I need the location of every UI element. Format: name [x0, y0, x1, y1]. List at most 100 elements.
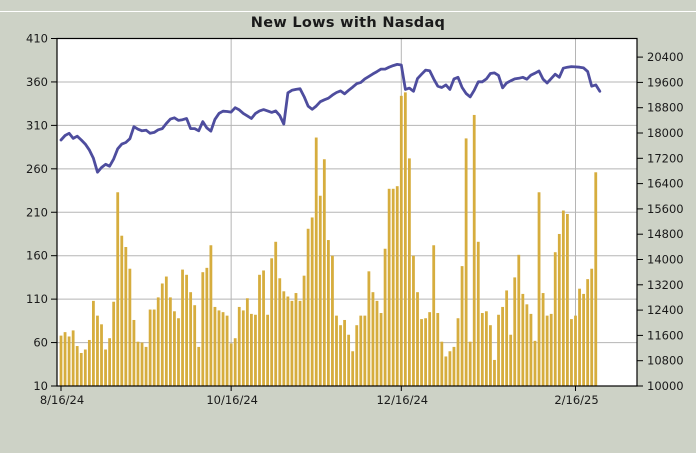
new-lows-bar — [557, 233, 561, 386]
new-lows-bar — [428, 312, 432, 386]
new-lows-bar — [124, 247, 128, 386]
new-lows-bar — [144, 346, 148, 386]
nasdaq-line-path — [59, 63, 602, 174]
new-lows-bar — [420, 319, 423, 386]
new-lows-bar — [436, 313, 440, 386]
new-lows-bar — [493, 359, 496, 386]
new-lows-bar — [379, 313, 383, 386]
new-lows-bar — [173, 311, 176, 386]
new-lows-bar — [549, 313, 553, 386]
new-lows-bar — [582, 293, 586, 386]
new-lows-bar — [590, 268, 594, 386]
new-lows-bar — [136, 341, 140, 386]
right-axis-label: 20400 — [647, 50, 684, 64]
new-lows-bar — [335, 315, 338, 386]
new-lows-bar — [63, 332, 67, 386]
new-lows-bar — [472, 114, 476, 386]
new-lows-bar — [112, 301, 116, 386]
new-lows-bar — [383, 248, 387, 386]
new-lows-bar — [140, 342, 144, 386]
new-lows-bar — [594, 172, 598, 386]
new-lows-bar — [193, 305, 197, 386]
new-lows-bar — [310, 217, 314, 386]
new-lows-bar — [489, 325, 492, 386]
new-lows-bar — [570, 319, 573, 386]
new-lows-bar — [347, 334, 351, 386]
new-lows-bar — [189, 292, 193, 386]
left-axis-label: 60 — [33, 336, 48, 350]
new-lows-bar — [464, 138, 468, 386]
new-lows-bar — [375, 300, 379, 386]
new-lows-bar — [160, 283, 164, 386]
new-lows-bar — [533, 340, 537, 386]
new-lows-bar — [185, 274, 188, 386]
new-lows-bar — [355, 325, 359, 386]
new-lows-bar — [108, 338, 112, 386]
new-lows-bar — [468, 341, 472, 386]
right-axis-label: 17200 — [647, 151, 684, 165]
new-lows-bar — [452, 346, 456, 386]
new-lows-bar — [456, 318, 460, 386]
chart-title: New Lows with Nasdaq — [250, 15, 446, 31]
left-axis-label: 260 — [26, 162, 48, 176]
new-lows-bar — [444, 356, 448, 386]
new-lows-bar — [270, 258, 274, 386]
new-lows-bar — [448, 351, 452, 386]
new-lows-bar — [197, 346, 201, 386]
right-axis-label: 12400 — [647, 303, 684, 317]
new-lows-bar — [92, 300, 95, 386]
new-lows-bar — [87, 339, 91, 386]
new-lows-bar — [460, 266, 464, 386]
new-lows-bar — [322, 159, 326, 386]
new-lows-bar — [79, 352, 83, 386]
right-axis-label: 10000 — [647, 379, 684, 393]
new-lows-bar — [83, 349, 87, 386]
new-lows-bar — [120, 235, 124, 386]
new-lows-bar — [339, 325, 342, 386]
new-lows-bar — [343, 319, 346, 386]
right-axis-label: 14000 — [647, 253, 684, 267]
new-lows-bar — [541, 293, 545, 386]
new-lows-bar — [258, 274, 261, 386]
new-lows-bar — [104, 349, 107, 386]
new-lows-bar — [537, 192, 541, 386]
new-lows-bar — [326, 240, 330, 386]
new-lows-bar — [201, 272, 205, 386]
x-axis-date-label: 2/16/25 — [554, 393, 598, 407]
new-lows-bar — [177, 318, 180, 386]
new-lows-bar — [262, 270, 265, 386]
new-lows-bar — [254, 314, 257, 386]
new-lows-bar — [480, 313, 484, 386]
left-axis-label: 410 — [26, 32, 48, 46]
x-axis-date-label: 10/16/24 — [206, 393, 258, 407]
new-lows-bar — [391, 188, 395, 386]
new-lows-bar — [278, 278, 282, 386]
new-lows-bar — [416, 292, 419, 386]
new-lows-bar — [233, 338, 237, 386]
left-axis-label: 110 — [26, 292, 48, 306]
new-lows-bar — [229, 343, 233, 386]
new-lows-bar — [164, 276, 168, 386]
left-axis-label: 10 — [33, 379, 48, 393]
right-axis-label: 15600 — [647, 202, 684, 216]
new-lows-bar — [484, 311, 488, 386]
new-lows-bar — [395, 186, 399, 386]
new-lows-bar — [209, 245, 213, 386]
new-lows-bar — [403, 92, 407, 387]
new-lows-bar — [100, 324, 103, 386]
new-lows-bar — [363, 315, 367, 386]
new-lows-bar — [245, 298, 249, 386]
new-lows-bar — [132, 319, 136, 386]
new-lows-bar — [290, 300, 294, 386]
right-axis-label: 18000 — [647, 126, 684, 140]
left-axis-label: 310 — [26, 118, 48, 132]
new-lows-bar — [266, 314, 270, 386]
new-lows-bar — [302, 275, 306, 386]
new-lows-bar — [432, 245, 436, 386]
right-axis-label: 13200 — [647, 278, 684, 292]
new-lows-bar — [331, 255, 334, 386]
new-lows-bar — [298, 300, 302, 386]
new-lows-bar — [367, 271, 371, 386]
new-lows-bar — [387, 188, 391, 386]
